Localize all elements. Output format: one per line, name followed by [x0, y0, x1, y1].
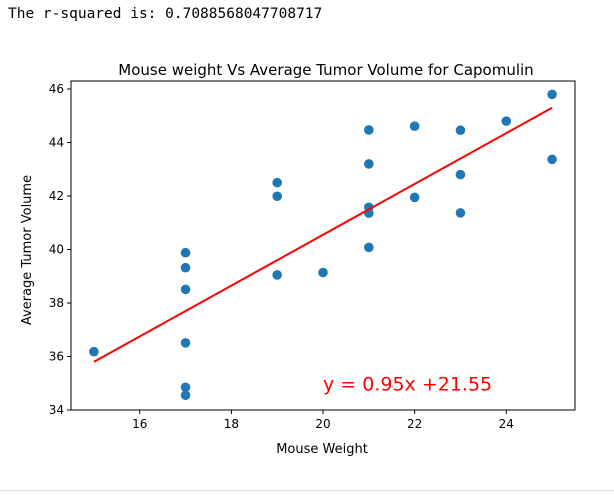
data-point	[180, 247, 191, 258]
data-point	[409, 192, 420, 203]
x-tick-label: 16	[132, 417, 147, 431]
data-point	[180, 390, 191, 401]
data-point	[272, 191, 282, 202]
data-points	[89, 89, 557, 401]
data-point	[272, 177, 282, 188]
axes: 16 18 20 22 24 34 36 38 40 42 44 46	[49, 80, 576, 431]
y-tick-label: 40	[49, 243, 64, 257]
data-point	[272, 270, 282, 280]
data-point	[409, 121, 420, 132]
data-point	[180, 338, 191, 348]
data-point	[180, 262, 191, 273]
x-tick-label: 18	[224, 417, 239, 431]
r-squared-output: The r-squared is: 0.7088568047708717	[8, 6, 323, 22]
regression-line-group	[93, 106, 553, 363]
data-point	[180, 382, 191, 393]
data-point	[455, 208, 466, 218]
x-tick-label: 22	[407, 417, 422, 431]
y-tick-label: 44	[49, 136, 64, 150]
y-tick-label: 36	[49, 350, 64, 364]
y-axis-label: Average Tumor Volume	[20, 175, 35, 325]
x-tick-label: 20	[315, 417, 330, 431]
y-tick-label: 34	[49, 403, 64, 417]
x-tick-label: 24	[499, 417, 514, 431]
y-tick-label: 46	[49, 82, 64, 96]
regression-line	[93, 106, 553, 363]
plot-frame	[70, 80, 576, 411]
cell-divider	[0, 490, 614, 491]
data-point	[180, 284, 191, 295]
regression-equation-label: y = 0.95x +21.55	[323, 373, 492, 395]
data-point	[547, 89, 557, 100]
data-point	[455, 125, 466, 136]
y-tick-label: 42	[49, 189, 64, 203]
data-point	[501, 116, 512, 126]
data-point	[364, 242, 374, 253]
x-axis-label: Mouse Weight	[276, 442, 368, 457]
y-tick-label: 38	[49, 296, 64, 310]
data-point	[318, 267, 328, 278]
data-point	[364, 125, 374, 135]
data-point	[89, 346, 99, 357]
chart-title: Mouse weight Vs Average Tumor Volume for…	[118, 61, 533, 79]
data-point	[364, 159, 374, 169]
data-point	[455, 169, 466, 180]
data-point	[547, 154, 557, 165]
